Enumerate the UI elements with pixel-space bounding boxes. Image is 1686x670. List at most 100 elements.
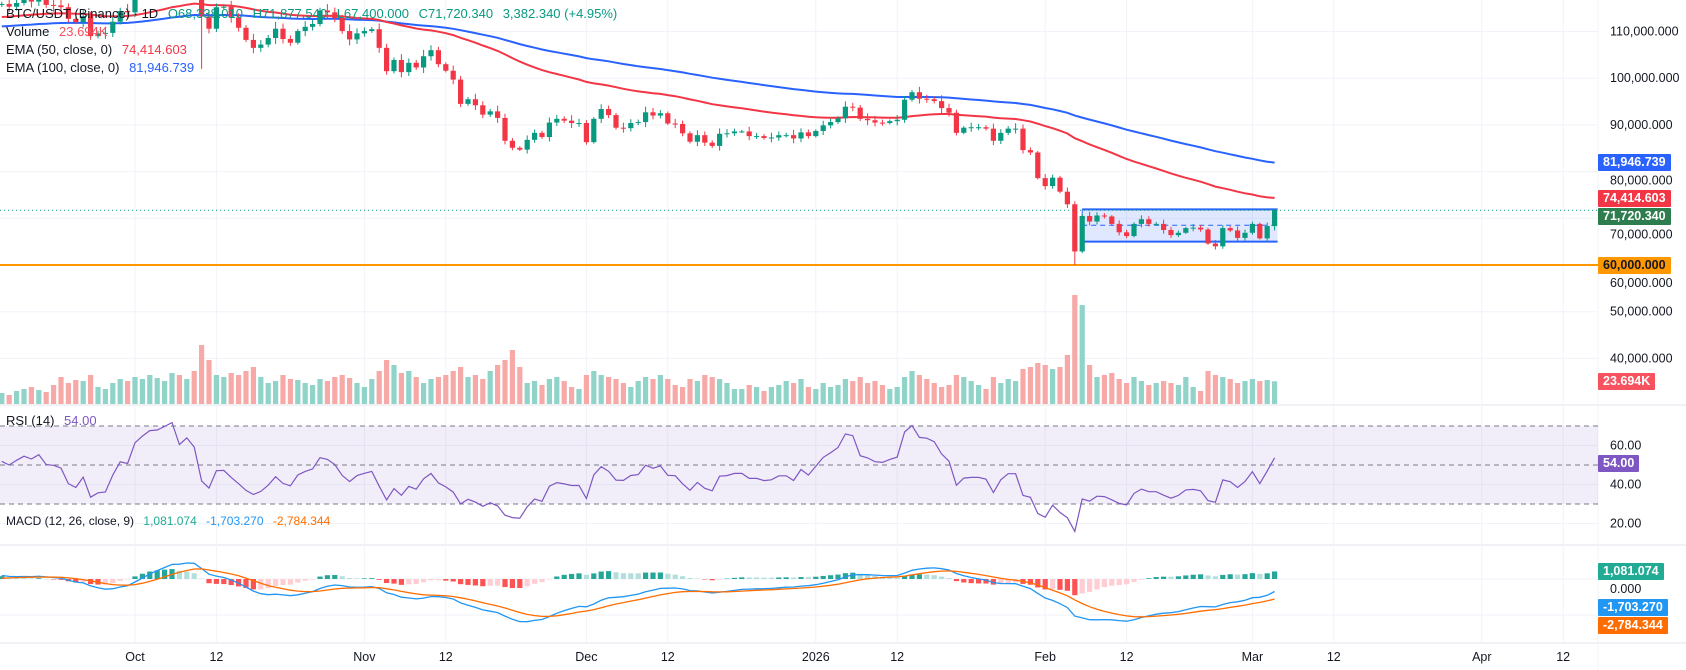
volume-bar [657,375,663,404]
macd-histogram-bar [354,578,360,579]
price-axis-label[interactable]: 50,000.000 [1610,305,1673,319]
rsi-pane [0,421,1598,534]
candle [384,43,390,75]
time-axis-label[interactable]: 12 [661,650,675,664]
time-axis-label[interactable]: 12 [1556,650,1570,664]
candle-body [768,137,774,139]
macd-histogram-bar [458,579,464,585]
volume-bar [791,383,797,404]
macd-histogram-bar [613,572,619,579]
volume-name[interactable]: Volume [6,24,50,39]
macd-histogram-bar [1235,574,1241,579]
volume-bar [805,387,811,404]
volume-bar [872,381,878,404]
symbol-name[interactable]: BTC/USDT (Binance) · 1D [6,6,159,21]
volume-bar [1072,295,1078,404]
candle-body [58,5,64,8]
candle-body [324,10,330,13]
candle [413,59,419,71]
macd-histogram-bar [865,574,871,579]
volume-bar [1161,381,1167,404]
time-axis-label[interactable]: Nov [353,650,376,664]
rsi-axis-label[interactable]: 40.00 [1610,478,1641,492]
macd-histogram-bar [495,579,501,586]
candle [376,23,382,53]
candle-body [250,39,256,48]
time-axis-label[interactable]: 2026 [802,650,830,664]
macd-histogram-bar [213,579,219,584]
macd-histogram-bar [591,573,597,579]
macd-histogram-bar [280,579,286,586]
macd-axis-label[interactable]: 0.000 [1610,582,1641,596]
candle-body [776,135,782,138]
volume-bar [1227,379,1233,404]
time-axis-label[interactable]: Mar [1242,650,1264,664]
candle [117,7,123,25]
candle-body [398,59,404,73]
rsi-value: 54.00 [64,413,97,428]
rsi-axis-label[interactable]: 20.00 [1610,517,1641,531]
macd-histogram-bar [791,577,797,579]
volume-bar [21,389,27,404]
macd-histogram-bar [176,570,182,579]
candle-body [731,131,737,134]
volume-bar [495,365,501,404]
macd-histogram-bar [672,574,678,579]
candle [1101,213,1107,219]
candle [480,101,486,119]
candle [909,89,915,102]
price-axis-label[interactable]: 90,000.000 [1610,118,1673,132]
candle-body [887,121,893,124]
ema50-value: 74,414.603 [121,42,187,57]
candle [14,0,20,11]
candle-body [916,92,922,99]
macd-histogram-bar [287,579,293,585]
candle-body [879,122,885,124]
volume-bar [643,377,649,404]
macd-histogram-bar [953,579,959,582]
rsi-legend: RSI (14) 54.00 [6,413,103,429]
time-axis-label[interactable]: 12 [1327,650,1341,664]
volume-bar [480,379,486,404]
time-axis-label[interactable]: Dec [575,650,597,664]
rsi-axis-label[interactable]: 60.00 [1610,439,1641,453]
time-axis-label[interactable]: Feb [1034,650,1056,664]
price-axis-label[interactable]: 80,000.000 [1610,174,1673,188]
price-axis-label[interactable]: 100,000.000 [1610,71,1680,85]
candle [213,3,219,32]
time-axis-label[interactable]: Apr [1472,650,1491,664]
time-axis-label[interactable]: 12 [890,650,904,664]
candle [606,105,612,119]
candle [569,115,575,128]
volume-bar [828,387,834,404]
time-axis-label[interactable]: 12 [209,650,223,664]
ema50-name[interactable]: EMA (50, close, 0) [6,42,113,57]
volume-bar [946,385,952,404]
volume-bar [702,375,708,404]
candle [332,7,338,23]
price-axis-label[interactable]: 110,000.000 [1610,25,1679,39]
macd-histogram-bar [1057,579,1063,590]
time-axis-label[interactable]: 12 [1120,650,1134,664]
volume-bar [1027,367,1033,404]
volume-bar [620,383,626,404]
price-axis-label[interactable]: 70,000.000 [1610,228,1673,242]
candle [783,132,789,138]
time-axis-label[interactable]: 12 [439,650,453,664]
price-axis-label[interactable]: 40,000.000 [1610,351,1673,365]
macd-histogram-bar [384,579,390,584]
candle-body [805,132,811,137]
volume-bar [273,381,279,404]
macd-name[interactable]: MACD (12, 26, close, 9) [6,514,135,528]
volume-bar [569,387,575,404]
rsi-name[interactable]: RSI (14) [6,413,55,428]
macd-histogram-bar [1094,579,1100,590]
volume-bar [761,391,767,404]
candle-body [428,50,434,57]
price-axis-label[interactable]: 60,000.000 [1610,276,1673,290]
ema100-name[interactable]: EMA (100, close, 0) [6,60,120,75]
volume-bar [798,379,804,404]
time-axis-label[interactable]: Oct [125,650,145,664]
